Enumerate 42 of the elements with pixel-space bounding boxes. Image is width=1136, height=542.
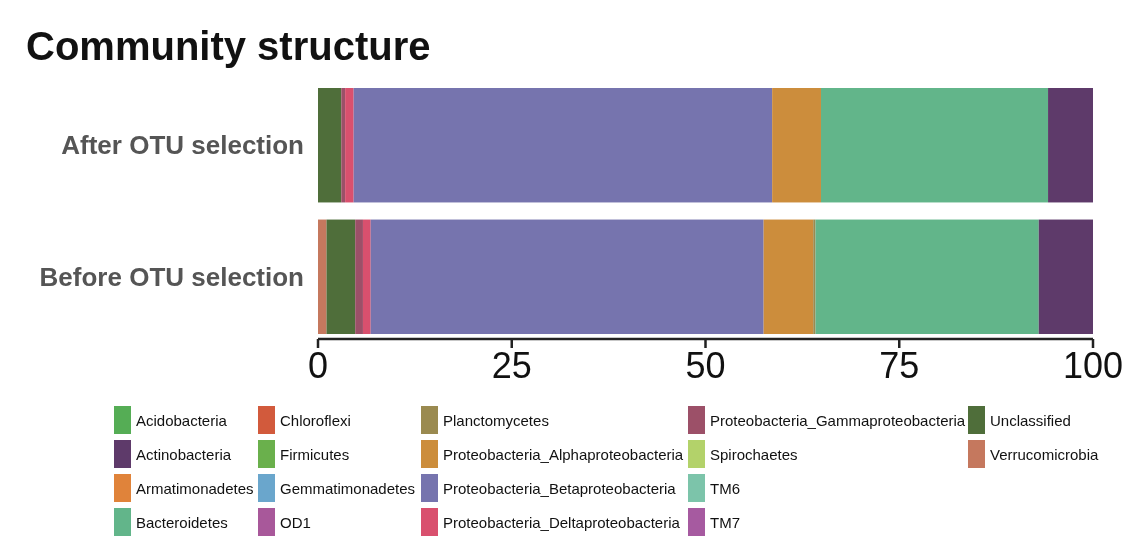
bar: [362, 219, 371, 334]
bar: [763, 219, 814, 334]
legend-label: Planctomycetes: [443, 412, 549, 429]
legend-label: Proteobacteria_Alphaproteobacteria: [443, 446, 684, 463]
legend-label: Firmicutes: [280, 446, 350, 463]
chart-title: Community structure: [26, 24, 431, 68]
legend-label: Bacteroidetes: [136, 514, 228, 531]
legend-label: Armatimonadetes: [136, 480, 254, 497]
legend-label: Acidobacteria: [136, 412, 228, 429]
legend-label: Verrucomicrobia: [990, 446, 1100, 463]
legend-label: Proteobacteria_Betaproteobacteria: [443, 480, 677, 497]
bar: [341, 88, 346, 203]
legend-label: Chloroflexi: [280, 412, 351, 429]
bar: [370, 219, 764, 334]
legend-label: Actinobacteria: [136, 446, 232, 463]
bar: [345, 88, 354, 203]
bar: [318, 219, 327, 334]
y-tick-label: Before OTU selection: [39, 261, 304, 292]
bar: [815, 219, 1039, 334]
legend-label: Proteobacteria_Gammaproteobacteria: [710, 412, 966, 429]
legend-label: Proteobacteria_Deltaproteobacteria: [443, 514, 681, 531]
y-tick-label: After OTU selection: [61, 130, 304, 161]
bar: [353, 88, 773, 203]
bar: [772, 88, 821, 203]
x-tick-label: 50: [685, 345, 726, 386]
legend-label: OD1: [280, 514, 311, 531]
legend-label: TM6: [710, 480, 740, 497]
bar: [355, 219, 363, 334]
bar: [813, 219, 816, 334]
x-tick-label: 0: [307, 345, 329, 386]
legend-label: Unclassified: [990, 412, 1071, 429]
legend-label: Gemmatimonadetes: [280, 480, 416, 497]
x-tick-label: 100: [1062, 345, 1124, 386]
bar: [820, 88, 1049, 203]
x-tick-label: 75: [879, 345, 920, 386]
bar: [1038, 219, 1093, 334]
legend-label: Spirochaetes: [710, 446, 798, 463]
bar: [326, 219, 356, 334]
bar: [1048, 88, 1093, 203]
bar: [318, 88, 342, 203]
x-tick-label: 25: [491, 345, 532, 386]
legend-label: TM7: [710, 514, 740, 531]
